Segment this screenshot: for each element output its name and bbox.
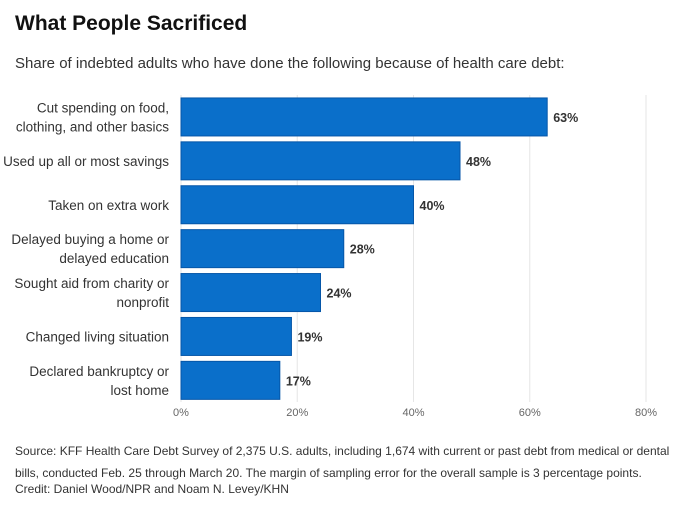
bar: [180, 185, 414, 225]
data-label: 24%: [327, 287, 352, 301]
data-labels: 63% 48% 40% 28% 24% 19% 17%: [286, 111, 578, 388]
data-label: 17%: [286, 374, 311, 388]
chart-subtitle: Share of indebted adults who have done t…: [15, 55, 565, 72]
credit-note: Credit: Daniel Wood/NPR and Noam N. Leve…: [15, 482, 289, 496]
data-label: 63%: [553, 111, 578, 125]
chart-title: What People Sacrificed: [15, 12, 248, 35]
category-label: nonprofit: [116, 295, 169, 310]
data-label: 28%: [350, 243, 375, 257]
category-label: Sought aid from charity or: [14, 276, 169, 291]
data-label: 19%: [297, 330, 322, 344]
category-label: Taken on extra work: [48, 198, 169, 213]
bar: [180, 229, 345, 269]
source-note: Source: KFF Health Care Debt Survey of 2…: [15, 444, 670, 480]
x-tick-label: 0%: [173, 407, 189, 419]
category-label: Changed living situation: [26, 329, 169, 344]
category-label: lost home: [110, 383, 169, 398]
bars: [180, 97, 548, 400]
bar: [180, 141, 461, 181]
x-tick-label: 60%: [519, 407, 541, 419]
category-labels: Cut spending on food, clothing, and other…: [3, 100, 169, 397]
x-tick-label: 20%: [286, 407, 308, 419]
bar: [180, 360, 281, 400]
category-label: delayed education: [59, 251, 169, 266]
category-label: Declared bankruptcy or: [29, 364, 169, 379]
category-label: Cut spending on food,: [37, 100, 169, 115]
x-tick-label: 80%: [635, 407, 657, 419]
data-label: 48%: [466, 155, 491, 169]
category-label: Delayed buying a home or: [11, 232, 169, 247]
x-tick-label: 40%: [402, 407, 424, 419]
bar: [180, 316, 292, 356]
bar-chart: Cut spending on food, clothing, and other…: [3, 95, 657, 419]
bar: [180, 97, 548, 137]
category-label: clothing, and other basics: [16, 119, 169, 134]
x-axis-ticks: 0% 20% 40% 60% 80%: [173, 407, 657, 419]
data-label: 40%: [420, 199, 445, 213]
bar: [180, 273, 321, 313]
category-label: Used up all or most savings: [3, 154, 169, 169]
